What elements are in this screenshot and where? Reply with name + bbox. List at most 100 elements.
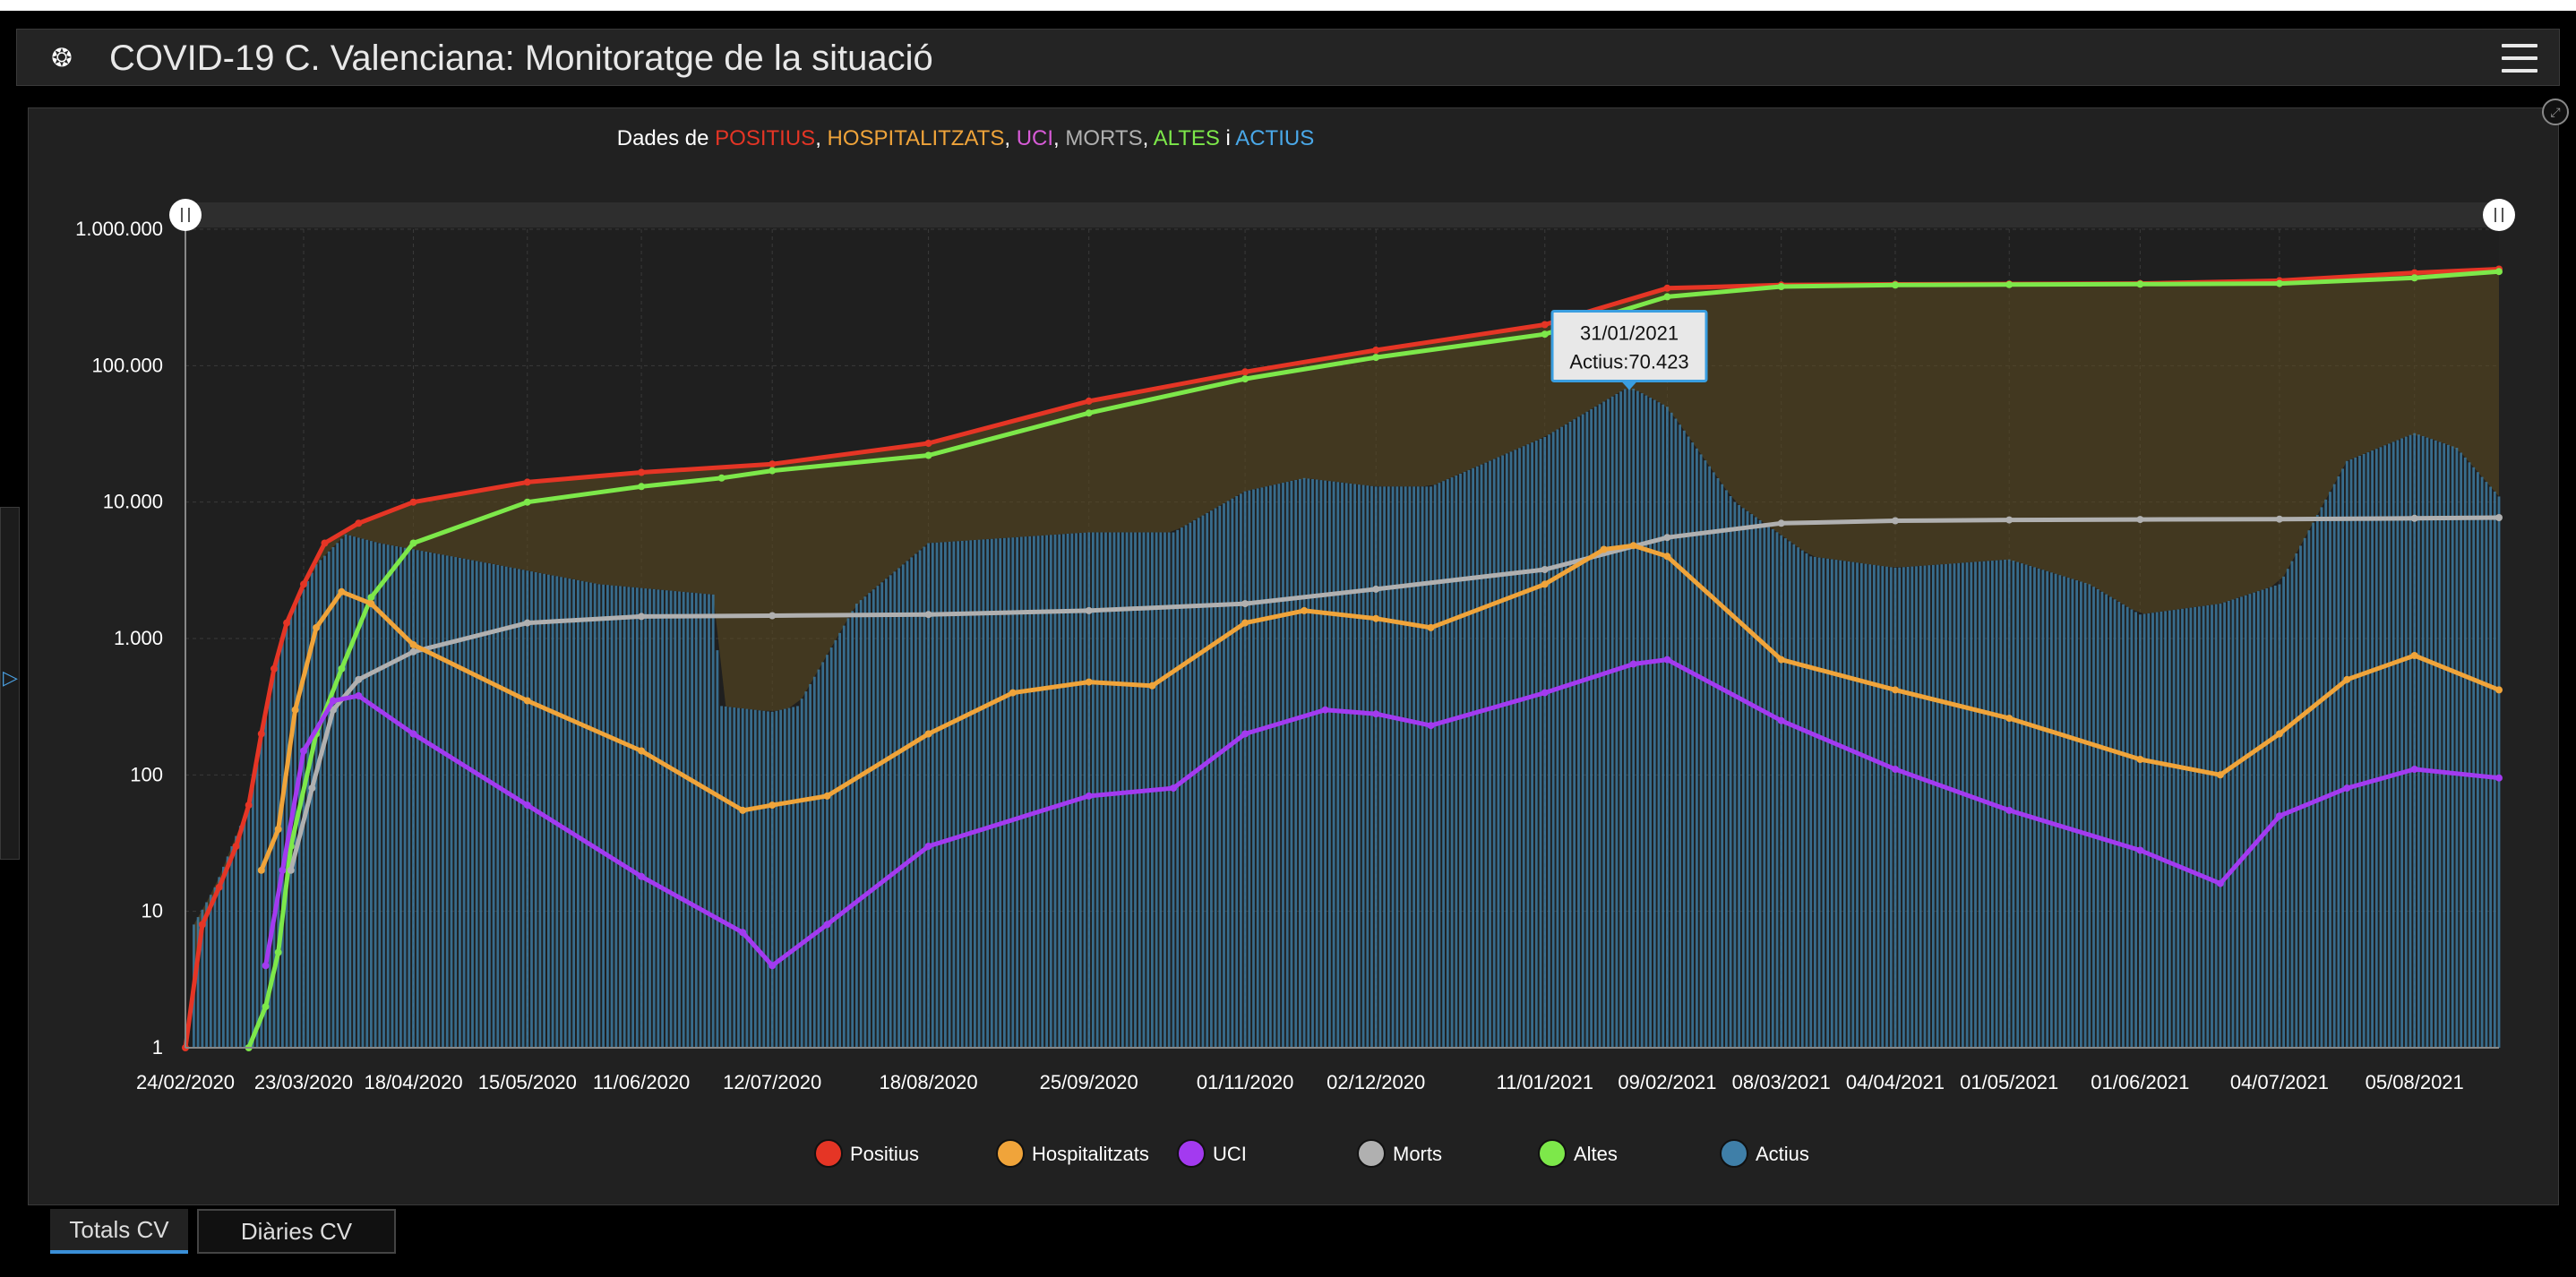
actius-bar	[222, 866, 225, 1048]
morts-data-point	[409, 647, 417, 656]
actius-bar	[940, 542, 943, 1048]
actius-bar	[1370, 485, 1373, 1048]
actius-bar	[885, 579, 888, 1048]
tab-totals-cv[interactable]: Totals CV	[50, 1209, 188, 1254]
actius-bar	[2075, 580, 2078, 1048]
actius-bar	[644, 588, 648, 1048]
side-panel-toggle[interactable]: ▷	[0, 507, 20, 860]
actius-bar	[1509, 451, 1513, 1048]
actius-bar	[923, 546, 926, 1048]
actius-bar	[2211, 604, 2213, 1048]
legend-marker-morts[interactable]	[1357, 1139, 1386, 1168]
actius-bar	[699, 593, 702, 1048]
actius-bar	[977, 539, 981, 1048]
actius-bar	[2046, 570, 2049, 1048]
hospitalitzats-data-point	[2005, 715, 2014, 723]
actius-bar	[1108, 532, 1112, 1048]
actius-bar	[846, 618, 850, 1048]
legend-marker-actius[interactable]	[1720, 1139, 1748, 1168]
legend-label-positius[interactable]: Positius	[850, 1143, 919, 1165]
actius-bar	[1830, 559, 1833, 1048]
actius-bar	[733, 707, 736, 1048]
actius-bar	[235, 836, 237, 1048]
actius-bar	[2202, 605, 2205, 1048]
x-tick-label: 02/12/2020	[1327, 1071, 1425, 1093]
range-slider-right-handle[interactable]	[2483, 199, 2515, 231]
tab-diaries-cv[interactable]: Diàries CV	[197, 1209, 396, 1254]
hospitalitzats-data-point	[1009, 689, 1017, 697]
actius-bar	[264, 712, 267, 1048]
actius-bar	[1699, 454, 1703, 1048]
actius-bar	[1062, 534, 1065, 1048]
fullscreen-toggle-icon[interactable]: ⤢	[2542, 99, 2569, 125]
actius-bar	[2066, 578, 2070, 1048]
x-tick-label: 11/06/2020	[593, 1071, 690, 1093]
actius-bar	[555, 576, 559, 1048]
legend-marker-positius[interactable]	[814, 1139, 843, 1168]
hospitalitzats-data-point	[2275, 730, 2283, 738]
tooltip-date: 31/01/2021	[1580, 322, 1679, 345]
actius-bar	[2105, 594, 2108, 1048]
actius-bar	[2409, 434, 2412, 1048]
legend-label-altes[interactable]: Altes	[1574, 1143, 1618, 1165]
x-tick-label: 04/07/2021	[2230, 1071, 2329, 1093]
altes-data-point	[274, 948, 282, 956]
hospitalitzats-data-point	[2216, 771, 2224, 779]
legend-label-uci[interactable]: UCI	[1213, 1143, 1247, 1165]
chart-title-part: POSITIUS	[715, 126, 815, 150]
hospitalitzats-data-point	[274, 826, 282, 833]
actius-bar	[1226, 501, 1230, 1048]
actius-bar	[471, 560, 474, 1048]
actius-bar	[999, 538, 1002, 1048]
actius-bar	[408, 548, 411, 1048]
actius-bar	[2012, 561, 2015, 1048]
hospitalitzats-data-point	[2136, 756, 2144, 763]
hamburger-menu-icon[interactable]	[2502, 42, 2537, 74]
actius-bar	[1936, 564, 1939, 1048]
actius-bar	[1285, 482, 1289, 1048]
actius-bar	[863, 596, 867, 1048]
range-slider-track[interactable]	[185, 202, 2499, 227]
actius-bar	[1024, 536, 1027, 1048]
chart-title-part: ACTIUS	[1235, 126, 1314, 150]
actius-bar	[1893, 568, 1897, 1048]
actius-bar	[1007, 537, 1010, 1048]
actius-bar	[716, 650, 719, 1048]
hospitalitzats-data-point	[924, 730, 932, 738]
range-slider-left-handle[interactable]	[169, 199, 202, 231]
legend-label-actius[interactable]: Actius	[1756, 1143, 1809, 1165]
actius-bar	[1011, 537, 1015, 1048]
hospitalitzats-data-point	[1372, 614, 1380, 622]
positius-data-point	[321, 539, 329, 547]
actius-bar	[391, 545, 394, 1048]
actius-bar	[580, 580, 584, 1048]
actius-bar	[619, 586, 622, 1048]
actius-bar	[2290, 561, 2294, 1048]
actius-bar	[2214, 604, 2218, 1048]
actius-bar	[2253, 592, 2255, 1048]
hospitalitzats-data-point	[1777, 656, 1785, 664]
actius-bar	[226, 856, 229, 1048]
actius-bar	[1395, 486, 1399, 1048]
legend-label-morts[interactable]: Morts	[1393, 1143, 1442, 1165]
actius-bar	[1593, 407, 1597, 1049]
actius-bar	[880, 582, 884, 1048]
actius-bar	[2134, 612, 2137, 1048]
x-tick-label: 12/07/2020	[723, 1071, 821, 1093]
legend-marker-altes[interactable]	[1538, 1139, 1567, 1168]
uci-data-point	[2410, 766, 2418, 773]
legend-marker-uci[interactable]	[1177, 1139, 1206, 1168]
actius-bar	[2315, 515, 2319, 1048]
legend-label-hospitalitzats[interactable]: Hospitalitzats	[1032, 1143, 1149, 1165]
actius-bar	[826, 655, 829, 1048]
actius-bar	[1408, 486, 1412, 1048]
actius-bar	[1391, 486, 1395, 1048]
uci-data-point	[1085, 792, 1093, 800]
hospitalitzats-data-point	[523, 697, 531, 705]
actius-bar	[944, 542, 947, 1048]
actius-bar	[1543, 437, 1547, 1048]
actius-bar	[2151, 613, 2154, 1048]
altes-data-point	[409, 539, 417, 547]
legend-marker-hospitalitzats[interactable]	[996, 1139, 1025, 1168]
altes-data-point	[2410, 274, 2418, 282]
